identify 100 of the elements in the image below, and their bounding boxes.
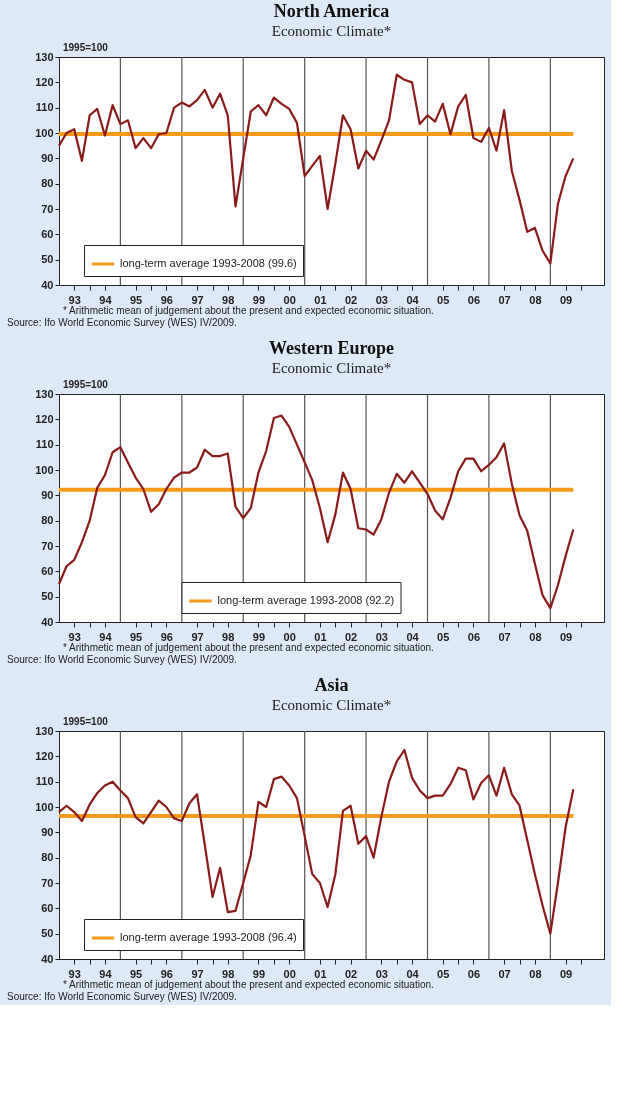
text: 1995=100: [63, 379, 109, 390]
x-tick-label: 99: [252, 630, 266, 643]
x-tick-label: 94: [99, 630, 113, 643]
y-tick-label: 90: [41, 488, 54, 501]
y-tick-label: 40: [41, 952, 54, 965]
y-tick-label: 80: [41, 851, 54, 864]
line-series: [57, 414, 575, 610]
x-tick-label: 98: [222, 293, 235, 306]
x-tick-label: 93: [68, 293, 81, 306]
legend-label: long-term average 1993-2008 (96.4): [120, 931, 297, 943]
y-tick-label: 70: [41, 876, 54, 889]
x-tick-label: 97: [191, 630, 204, 643]
y-tick-label: 70: [41, 202, 54, 215]
text: 1995=100: [63, 42, 109, 53]
y-tick-label: 60: [41, 564, 54, 577]
x-tick-label: 96: [160, 630, 173, 643]
y-tick-label: 100: [35, 463, 54, 476]
y-tick-label: 110: [35, 101, 54, 114]
x-tick-label: 01: [314, 630, 327, 643]
chart-subtitle: Economic Climate*: [271, 697, 392, 713]
y-tick-label: 100: [35, 126, 54, 139]
y-tick-label: 50: [41, 590, 54, 603]
y-tick-label: 60: [41, 901, 54, 914]
chart-subtitle: Economic Climate*: [271, 360, 392, 376]
y-tick-label: 120: [35, 412, 54, 425]
x-tick-label: 07: [498, 630, 511, 643]
x-tick-label: 02: [344, 630, 358, 643]
x-tick-label: 96: [160, 293, 173, 306]
x-tick-label: 02: [344, 967, 358, 980]
y-tick-label: 90: [41, 151, 54, 164]
x-tick-label: 05: [437, 293, 450, 306]
legend-label: long-term average 1993-2008 (92.2): [217, 594, 395, 606]
y-tick-label: 120: [35, 75, 54, 88]
y-tick-label: 110: [35, 775, 54, 788]
x-tick-label: 07: [498, 967, 511, 980]
x-tick-label: 04: [406, 293, 420, 306]
y-tick-label: 120: [35, 749, 54, 762]
y-tick-label: 130: [35, 50, 54, 63]
x-tick-label: 01: [314, 293, 327, 306]
y-tick-label: 40: [41, 615, 54, 628]
x-tick-label: 93: [68, 967, 81, 980]
x-tick-label: 95: [129, 630, 143, 643]
y-tick-label: 130: [35, 724, 54, 737]
x-tick-label: 96: [160, 967, 173, 980]
y-tick-label: 50: [41, 253, 54, 266]
y-tick-label: 80: [41, 514, 54, 527]
x-tick-label: 07: [498, 293, 511, 306]
text: 1995=100: [63, 716, 109, 727]
x-tick-label: 99: [252, 293, 266, 306]
x-tick-label: 95: [129, 293, 143, 306]
y-tick-label: 40: [41, 278, 54, 291]
chart-title: Asia: [314, 675, 349, 695]
x-tick-label: 00: [283, 630, 296, 643]
x-tick-label: 06: [467, 630, 481, 643]
y-tick-label: 50: [41, 927, 54, 940]
x-tick-label: 95: [129, 967, 143, 980]
x-tick-label: 08: [529, 967, 542, 980]
y-tick-label: 60: [41, 227, 54, 240]
y-tick-label: 90: [41, 825, 54, 838]
x-tick-label: 05: [437, 967, 450, 980]
x-tick-label: 09: [559, 630, 573, 643]
x-tick-label: 94: [99, 967, 113, 980]
x-tick-label: 05: [437, 630, 450, 643]
x-tick-label: 01: [314, 967, 327, 980]
x-tick-label: 06: [467, 967, 481, 980]
y-tick-label: 100: [35, 800, 54, 813]
text: * Arithmetic mean of judgement about the present and expected economic situation.: [63, 642, 434, 653]
chart-title: Western Europe: [268, 338, 395, 358]
x-tick-label: 02: [344, 293, 358, 306]
x-tick-label: 93: [68, 630, 81, 643]
x-tick-label: 09: [559, 967, 573, 980]
y-tick-label: 110: [35, 438, 54, 451]
x-tick-label: 03: [375, 967, 388, 980]
chart-title: North America: [273, 1, 390, 21]
legend-label: long-term average 1993-2008 (99.6): [120, 257, 297, 269]
y-tick-label: 130: [35, 387, 54, 400]
line-series: [57, 748, 575, 935]
x-tick-label: 99: [252, 967, 266, 980]
x-tick-label: 97: [191, 967, 204, 980]
source-note: Source: Ifo World Economic Survey (WES) IV/2009.: [7, 991, 237, 1002]
x-tick-label: 98: [222, 630, 235, 643]
text: * Arithmetic mean of judgement about the present and expected economic situation.: [63, 979, 434, 990]
text: * Arithmetic mean of judgement about the present and expected economic situation.: [63, 305, 434, 316]
x-tick-label: 04: [406, 630, 420, 643]
x-tick-label: 00: [283, 967, 296, 980]
x-tick-label: 09: [559, 293, 573, 306]
x-tick-label: 08: [529, 293, 542, 306]
source-note: Source: Ifo World Economic Survey (WES) IV/2009.: [7, 654, 237, 665]
x-tick-label: 94: [99, 293, 113, 306]
x-tick-label: 04: [406, 967, 420, 980]
y-tick-label: 80: [41, 177, 54, 190]
x-tick-label: 97: [191, 293, 204, 306]
x-tick-label: 06: [467, 293, 481, 306]
source-note: Source: Ifo World Economic Survey (WES) IV/2009.: [7, 317, 237, 328]
x-tick-label: 03: [375, 630, 388, 643]
chart-subtitle: Economic Climate*: [271, 23, 392, 39]
x-tick-label: 08: [529, 630, 542, 643]
x-tick-label: 03: [375, 293, 388, 306]
x-tick-label: 98: [222, 967, 235, 980]
y-tick-label: 70: [41, 539, 54, 552]
